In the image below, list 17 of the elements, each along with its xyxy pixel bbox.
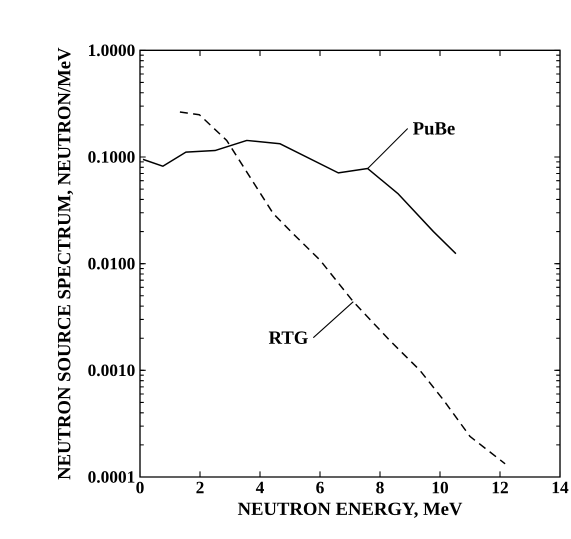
y-axis-title: NEUTRON SOURCE SPECTRUM, NEUTRON/MeV <box>58 48 74 480</box>
x-tick-label: 0 <box>136 482 144 494</box>
y-tick-label: 0.0100 <box>88 258 135 270</box>
x-tick-label: 14 <box>552 482 568 494</box>
text: PuBe <box>412 122 455 135</box>
x-axis-title: NEUTRON ENERGY, MeV <box>238 502 462 518</box>
x-tick-label: 2 <box>196 482 204 494</box>
text: RTG <box>268 331 308 344</box>
x-tick-label: 4 <box>256 482 264 494</box>
x-tick-label: 10 <box>432 482 448 494</box>
x-tick-label: 12 <box>492 482 508 494</box>
y-tick-label: 1.0000 <box>89 44 135 56</box>
x-tick-label: 6 <box>316 482 324 494</box>
y-tick-label: 0.0010 <box>88 364 135 376</box>
y-tick-label: 0.1000 <box>88 151 135 163</box>
y-tick-label: 0.0001 <box>88 471 134 483</box>
x-tick-label: 8 <box>376 482 384 494</box>
